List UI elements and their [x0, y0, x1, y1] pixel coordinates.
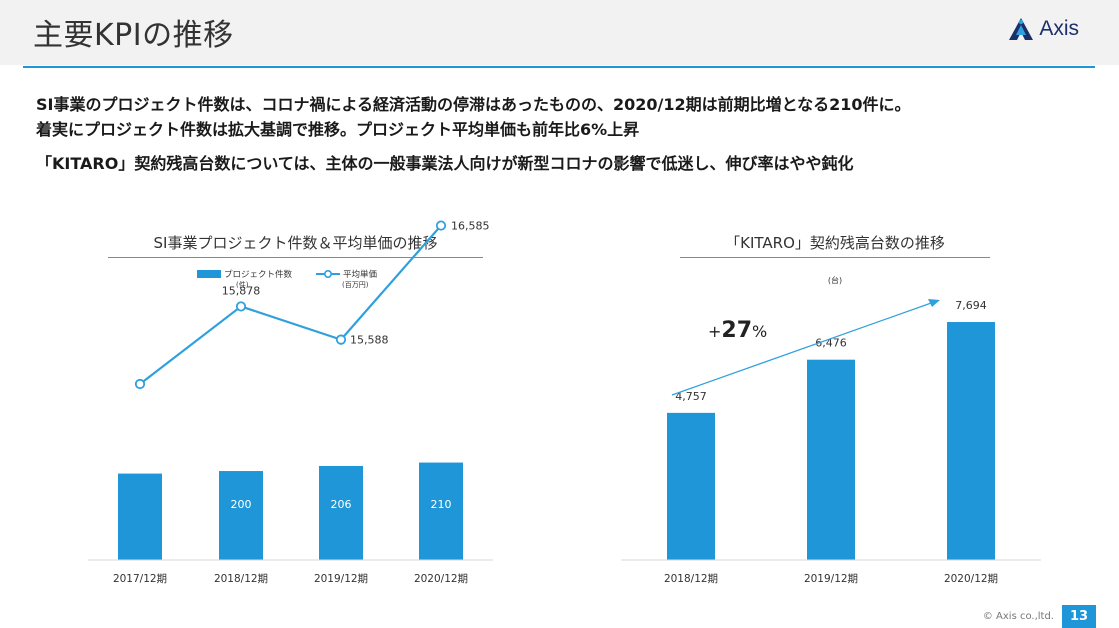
bar-value-label: 206: [331, 498, 352, 511]
right-chart-title: 「KITARO」契約残高台数の推移: [725, 234, 945, 252]
header-divider: [23, 66, 1095, 68]
lead-line-3: 「KITARO」契約残高台数については、主体の一般事業法人向けが新型コロナの影響…: [36, 154, 854, 173]
line-avg-unit-price: [139, 224, 442, 385]
growth-arrow-line: [671, 301, 935, 396]
page-title: 主要KPIの推移: [33, 18, 234, 53]
left-chart-title: SI事業プロジェクト件数＆平均単価の推移: [153, 234, 438, 252]
growth-annotation: +27%: [708, 318, 767, 343]
legend-swatch-bars: [197, 270, 221, 278]
growth-arrow-head: [928, 299, 940, 307]
company-logo: Axis: [1008, 17, 1079, 41]
legend-unit-line: (百万円): [342, 281, 369, 289]
x-tick-label: 2018/12期: [214, 573, 268, 585]
bar-project-count: [419, 462, 463, 560]
line-value-label: 16,585: [451, 220, 490, 233]
axis-logo-icon: [1009, 18, 1034, 40]
legend-label-line: 平均単価: [343, 269, 378, 280]
x-tick-label: 2020/12期: [414, 573, 468, 585]
x-tick-label: 2019/12期: [314, 573, 368, 585]
bar-kitaro-units: [947, 322, 995, 560]
line-point: [134, 378, 146, 390]
line-point: [335, 334, 347, 345]
line-value-label: 15,588: [350, 334, 389, 347]
bar-value-label: 200: [231, 498, 252, 511]
lead-line-1: SI事業のプロジェクト件数は、コロナ禍による経済活動の停滞はあったものの、202…: [36, 95, 911, 114]
bar-value-label: 6,476: [815, 337, 847, 350]
bar-value-label: 210: [431, 498, 452, 511]
bar-kitaro-units: [667, 412, 715, 560]
bar-kitaro-units: [807, 359, 855, 560]
legend-swatch-marker: [323, 269, 332, 278]
x-tick-label: 2017/12期: [113, 573, 167, 585]
bar-project-count: [219, 471, 263, 560]
line-point: [435, 220, 447, 231]
x-tick-label: 2020/12期: [944, 573, 998, 585]
left-chart-title-rule: [108, 257, 483, 258]
bar-value-label: 4,757: [675, 390, 707, 403]
page-number: 13: [1062, 605, 1096, 628]
right-chart-unit: (台): [828, 275, 842, 285]
header-bar: 主要KPIの推移 Axis: [0, 0, 1119, 65]
right-chart-title-rule: [680, 257, 990, 258]
line-value-label: 15,878: [222, 284, 261, 297]
logo-text: Axis: [1039, 17, 1079, 40]
bar-project-count: [319, 465, 363, 560]
bar-project-count: [118, 473, 162, 560]
x-tick-label: 2019/12期: [804, 573, 858, 585]
legend-unit-bars: (件): [236, 280, 249, 289]
x-tick-label: 2018/12期: [664, 573, 718, 585]
copyright-text: © Axis co.,ltd.: [982, 611, 1054, 622]
lead-line-2: 着実にプロジェクト件数は拡大基調で推移。プロジェクト平均単価も前年比6%上昇: [36, 120, 640, 139]
line-point: [235, 301, 247, 312]
bar-value-label: 7,694: [955, 299, 987, 312]
legend-label-bars: プロジェクト件数: [224, 269, 293, 280]
